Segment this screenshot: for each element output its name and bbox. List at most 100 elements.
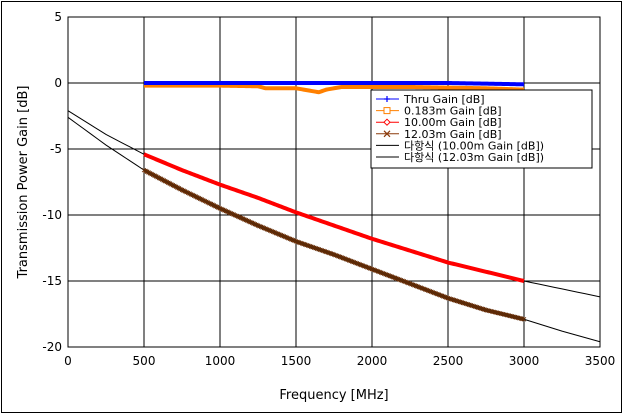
x-tick-label: 3000 <box>509 354 540 368</box>
data-point <box>387 273 393 279</box>
data-point <box>348 258 354 264</box>
data-point <box>416 284 422 290</box>
data-point <box>476 305 481 310</box>
data-point <box>456 299 461 304</box>
data-point <box>394 276 399 281</box>
data-point <box>377 269 382 275</box>
plot-border <box>67 16 601 348</box>
legend-item: 다항식 (12.03m Gain [dB]) <box>376 151 544 164</box>
data-point <box>463 301 469 307</box>
series-1 <box>144 83 525 95</box>
y-tick-labels: 5 0 -5 -10 -15 -20 <box>42 10 62 354</box>
data-point <box>327 250 332 256</box>
data-point <box>384 272 390 278</box>
y-axis-label: Transmission Power Gain [dB] <box>16 86 31 280</box>
square-marker-icon <box>383 107 391 115</box>
data-point <box>445 295 451 301</box>
data-point <box>342 256 347 261</box>
data-point <box>521 316 527 322</box>
legend-item: 10.00m Gain [dB] <box>376 116 502 129</box>
data-point <box>340 255 346 261</box>
data-point <box>477 305 483 311</box>
x-tick-labels: 0 500 1000 1500 2000 2500 3000 3500 <box>64 354 615 368</box>
x-tick-label: 1000 <box>205 354 236 368</box>
data-point <box>330 251 335 257</box>
series-3 <box>141 167 527 322</box>
data-point <box>349 259 355 264</box>
y-tick-label: -15 <box>42 274 62 288</box>
data-point <box>520 316 525 322</box>
data-point <box>433 291 439 296</box>
data-point <box>319 248 325 253</box>
data-point <box>425 288 431 293</box>
data-point <box>369 266 375 272</box>
grid <box>67 16 601 348</box>
data-point <box>313 245 319 251</box>
data-point <box>466 302 472 308</box>
data-point <box>295 239 300 245</box>
data-point <box>462 301 468 306</box>
data-point <box>363 264 369 270</box>
data-point <box>409 281 414 287</box>
data-point <box>453 298 458 303</box>
data-point <box>400 278 405 284</box>
data-point <box>380 270 385 276</box>
data-point <box>356 261 361 267</box>
data-point <box>378 270 384 275</box>
data-point <box>438 292 443 298</box>
data-point <box>480 306 486 312</box>
data-point <box>451 297 457 303</box>
data-point <box>321 248 326 254</box>
diamond-marker-icon <box>383 118 391 126</box>
data-point <box>339 255 344 260</box>
x-tick-label: 0 <box>64 354 72 368</box>
y-tick-label: -10 <box>42 208 62 222</box>
data-point <box>470 303 475 309</box>
data-point <box>395 276 401 282</box>
data-point <box>448 296 454 302</box>
series-line <box>144 81 525 87</box>
x-tick-label: 2000 <box>357 354 388 368</box>
data-point <box>422 287 428 292</box>
data-point <box>428 289 434 295</box>
data-point <box>334 253 340 259</box>
series-line <box>144 83 525 95</box>
data-point <box>333 252 338 258</box>
data-point <box>439 293 445 299</box>
data-point <box>365 265 370 270</box>
series-0 <box>144 81 525 87</box>
legend-label: 다항식 (12.03m Gain [dB]) <box>404 151 544 164</box>
x-marker-icon <box>383 130 391 138</box>
data-point <box>322 249 328 254</box>
y-tick-label: -5 <box>50 142 62 156</box>
data-point <box>302 242 308 247</box>
data-point <box>301 241 306 247</box>
data-point <box>310 244 316 250</box>
data-point <box>454 298 460 304</box>
data-point <box>457 299 463 305</box>
data-point <box>459 300 464 305</box>
data-point <box>305 243 311 248</box>
data-point <box>441 294 446 299</box>
data-point <box>299 241 305 246</box>
legend-label: 0.183m Gain [dB] <box>404 105 502 118</box>
data-point <box>386 273 392 278</box>
data-point <box>471 303 477 309</box>
data-point <box>362 263 367 269</box>
data-point <box>311 245 317 251</box>
data-point <box>354 261 360 266</box>
data-point <box>308 244 314 249</box>
legend-label: 다항식 (10.00m Gain [dB]) <box>404 139 544 152</box>
x-tick-label: 3500 <box>585 354 616 368</box>
legend-label: 10.00m Gain [dB] <box>404 116 502 129</box>
legend-box <box>370 89 593 169</box>
data-point <box>331 252 337 257</box>
legend-item: 다항식 (10.00m Gain [dB]) <box>376 139 544 152</box>
data-point <box>346 258 352 263</box>
data-point <box>293 239 299 244</box>
x-axis-label: Frequency [MHz] <box>279 388 388 403</box>
x-tick-label: 500 <box>133 354 156 368</box>
data-point <box>392 275 398 281</box>
